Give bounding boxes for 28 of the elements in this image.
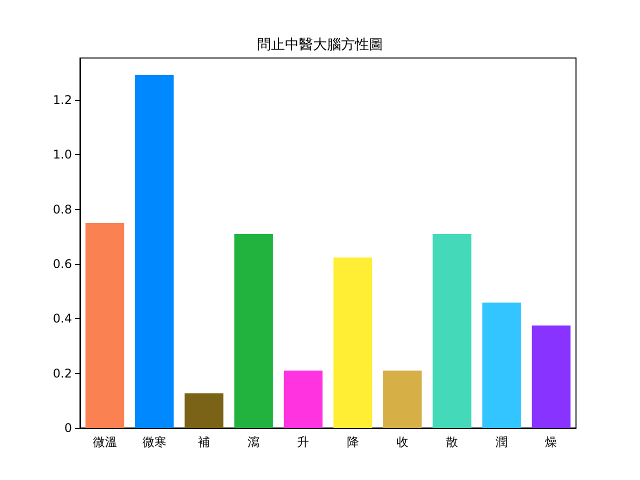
y-tick-label: 1.0 [52, 148, 72, 162]
bar [284, 370, 323, 428]
bar [234, 234, 273, 428]
bar [532, 326, 571, 428]
x-tick-label: 補 [198, 435, 210, 449]
x-tick-label: 升 [297, 435, 310, 449]
x-tick-label: 散 [446, 435, 458, 449]
bar [432, 234, 472, 428]
x-tick-label: 燥 [545, 435, 558, 449]
x-tick-label: 瀉 [248, 435, 260, 449]
x-tick-label: 微寒 [142, 435, 166, 449]
y-tick-label: 0 [64, 421, 72, 435]
x-tick-label: 降 [346, 435, 359, 449]
x-tick-label: 微溫 [92, 435, 117, 449]
bar [135, 74, 174, 428]
bar [482, 302, 521, 428]
bar [383, 370, 422, 428]
chart-title: 問止中醫大腦方性圖 [257, 37, 383, 53]
y-tick-label: 0.6 [52, 257, 72, 272]
bar [184, 393, 224, 428]
y-tick-label: 0.4 [52, 312, 72, 326]
bar [85, 223, 124, 428]
bar [333, 257, 372, 428]
y-tick-label: 1.2 [52, 93, 72, 108]
y-tick-label: 0.2 [52, 366, 72, 380]
x-tick-label: 潤 [496, 435, 508, 449]
y-tick-label: 0.8 [52, 202, 72, 216]
x-tick-label: 收 [396, 435, 408, 449]
